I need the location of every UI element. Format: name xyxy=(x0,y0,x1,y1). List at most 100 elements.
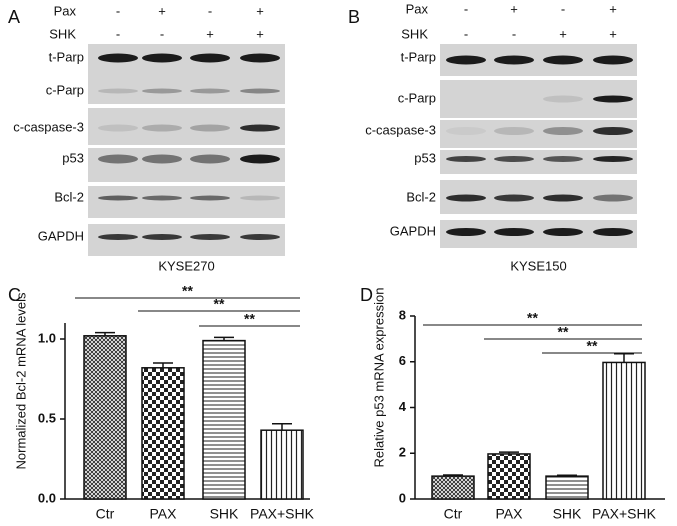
condition-name: SHK xyxy=(49,26,76,41)
significance-label: ** xyxy=(182,283,193,299)
blot-band xyxy=(240,154,280,164)
y-tick-label: 0.0 xyxy=(38,490,56,505)
x-tick-label: Ctr xyxy=(444,506,463,522)
error-bar xyxy=(214,336,234,341)
blot-band xyxy=(494,194,534,202)
x-tick-label: SHK xyxy=(553,506,582,522)
band-label: p53 xyxy=(414,150,436,165)
bar xyxy=(260,429,304,500)
blot-band xyxy=(593,95,633,103)
blot-band xyxy=(446,228,486,236)
blot-band xyxy=(98,88,138,94)
x-tick-label: PAX+SHK xyxy=(250,506,315,522)
blot-band xyxy=(446,55,486,65)
band-label: GAPDH xyxy=(390,223,436,238)
blot-band xyxy=(190,88,230,94)
bar xyxy=(602,361,646,500)
bar xyxy=(545,475,589,500)
y-axis-label: Relative p53 mRNA expression xyxy=(371,288,386,468)
blot-band xyxy=(142,53,182,63)
condition-sign: + xyxy=(206,26,214,41)
error-bar xyxy=(95,331,115,336)
blot-band xyxy=(240,53,280,63)
blot-strip xyxy=(440,150,637,174)
blot-band xyxy=(593,156,633,162)
bar xyxy=(83,335,127,500)
blot-band xyxy=(190,124,230,132)
blot-band xyxy=(240,88,280,94)
blot-band xyxy=(593,194,633,202)
blot-band xyxy=(494,55,534,65)
y-axis-label: Normalized Bcl-2 mRNA levels xyxy=(13,292,28,469)
cell-line: KYSE150 xyxy=(510,258,566,273)
blot-band xyxy=(543,228,583,236)
x-tick-label: PAX xyxy=(496,506,524,522)
band-label: c-caspase-3 xyxy=(365,122,436,137)
blot-band xyxy=(494,156,534,162)
condition-sign: + xyxy=(609,1,617,16)
blot-band xyxy=(240,124,280,132)
y-tick-label: 0.5 xyxy=(38,410,56,425)
significance-label: ** xyxy=(558,324,569,340)
blot-band xyxy=(190,154,230,164)
x-tick-label: SHK xyxy=(210,506,239,522)
blot-band xyxy=(543,156,583,162)
condition-sign: - xyxy=(561,1,565,16)
bar xyxy=(141,367,185,500)
condition-sign: + xyxy=(559,26,567,41)
blot-strip xyxy=(88,186,285,218)
y-tick-label: 4 xyxy=(399,399,407,414)
blot-band xyxy=(494,228,534,236)
band-label: p53 xyxy=(62,150,84,165)
condition-sign: + xyxy=(256,26,264,41)
blot-band xyxy=(543,95,583,103)
condition-sign: + xyxy=(510,1,518,16)
band-label: c-caspase-3 xyxy=(13,119,84,134)
blot-band xyxy=(142,195,182,201)
blot-band xyxy=(240,195,280,201)
blot-band xyxy=(190,195,230,201)
band-label: Bcl-2 xyxy=(54,189,84,204)
error-bar xyxy=(557,474,577,477)
condition-sign: - xyxy=(116,26,120,41)
blot-band xyxy=(190,53,230,63)
bar xyxy=(487,453,531,500)
condition-sign: + xyxy=(158,3,166,18)
blot-band xyxy=(593,127,633,135)
bar xyxy=(431,475,475,500)
blot-band xyxy=(98,53,138,63)
blot-band xyxy=(98,195,138,201)
blot-band xyxy=(240,234,280,240)
y-tick-label: 0 xyxy=(399,490,406,505)
blot-band xyxy=(543,194,583,202)
blot-band xyxy=(98,234,138,240)
significance-label: ** xyxy=(527,310,538,326)
panel-label: C xyxy=(8,285,21,305)
condition-name: Pax xyxy=(54,3,77,18)
blot-band xyxy=(543,55,583,65)
error-bar xyxy=(153,362,173,368)
cell-line: KYSE270 xyxy=(158,258,214,273)
band-label: GAPDH xyxy=(38,228,84,243)
blot-strip xyxy=(88,44,285,104)
blot-band xyxy=(142,88,182,94)
panel-label: B xyxy=(348,7,360,27)
blot-band xyxy=(142,234,182,240)
condition-sign: - xyxy=(208,3,212,18)
blot-band xyxy=(446,194,486,202)
significance-label: ** xyxy=(587,338,598,354)
blot-band xyxy=(593,55,633,65)
condition-sign: + xyxy=(256,3,264,18)
condition-sign: - xyxy=(464,26,468,41)
y-tick-label: 1.0 xyxy=(38,330,56,345)
blot-strip xyxy=(88,148,285,182)
y-tick-label: 2 xyxy=(399,445,406,460)
error-bar xyxy=(614,352,634,363)
condition-sign: - xyxy=(464,1,468,16)
blot-band xyxy=(494,127,534,135)
band-label: Bcl-2 xyxy=(406,189,436,204)
y-tick-label: 6 xyxy=(399,353,406,368)
band-label: c-Parp xyxy=(46,82,84,97)
significance-label: ** xyxy=(244,311,255,327)
